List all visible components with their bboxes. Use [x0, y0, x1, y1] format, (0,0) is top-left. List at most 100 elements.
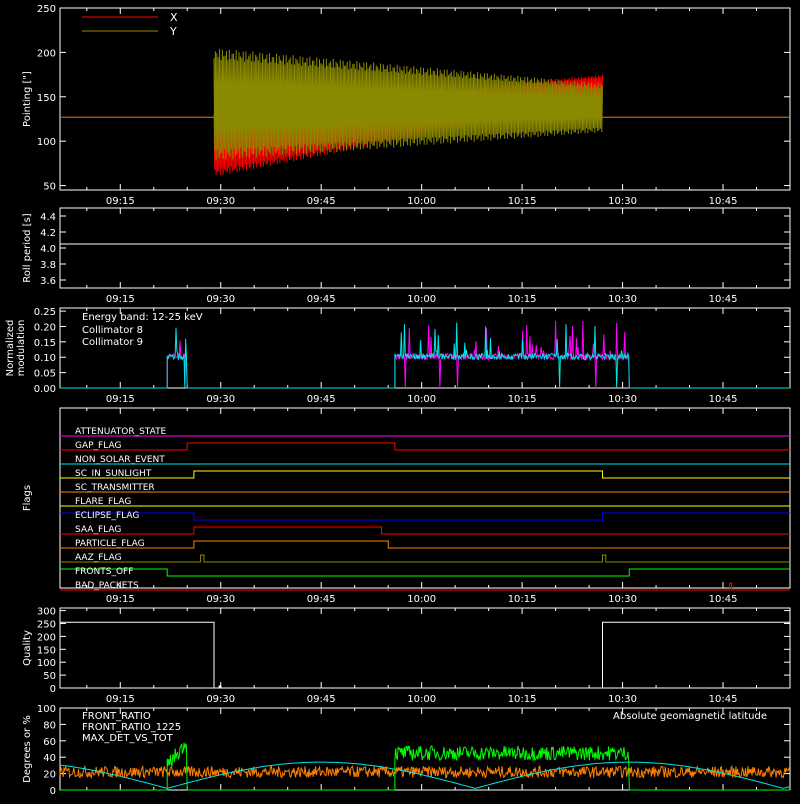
legend-label: FRONT_RATIO_1225 [82, 722, 181, 733]
y-tick-label: 40 [43, 753, 56, 764]
y-axis-label: Degrees or % [22, 715, 33, 783]
y-tick-label: 0.15 [34, 338, 56, 349]
legend-label: Y [169, 25, 177, 38]
y-axis-label: Normalized [5, 320, 16, 377]
legend-label: FRONT_RATIO [82, 711, 151, 722]
x-tick-label: 09:45 [307, 594, 336, 605]
x-tick-label: 09:30 [206, 394, 235, 405]
panel-frame [59, 707, 791, 791]
x-tick-label: 10:45 [709, 196, 738, 207]
flag-label: GAP_FLAG [75, 441, 121, 451]
y-tick-label: 100 [37, 704, 56, 715]
x-tick-label: 10:15 [508, 294, 537, 305]
x-tick-label: 10:30 [608, 196, 637, 207]
flag-line-eclipse-flag [60, 512, 790, 521]
flag-line-fronts-off [60, 568, 790, 577]
x-tick-label: 10:30 [608, 594, 637, 605]
y-tick-label: 3.6 [40, 276, 56, 287]
y-axis-label: modulation [16, 320, 27, 377]
quality-line [60, 621, 790, 689]
x-tick-label: 09:45 [307, 294, 336, 305]
y-tick-label: 4.0 [40, 244, 56, 255]
max-det-vs-tot-line [59, 764, 791, 780]
flag-label: BAD_PACKETS [75, 581, 139, 591]
x-tick-label: 09:30 [206, 196, 235, 207]
y-tick-label: 3.8 [40, 260, 56, 271]
legend-label: Collimator 8 [82, 325, 143, 336]
x-tick-label: 10:30 [608, 394, 637, 405]
x-tick-label: 09:15 [106, 294, 135, 305]
y-tick-label: 150 [37, 93, 56, 104]
panel-frame [59, 407, 791, 589]
x-tick-label: 10:00 [407, 294, 436, 305]
front-ratio-1225-line [60, 742, 790, 791]
y-tick-label: 0 [50, 684, 56, 695]
legend-label: Absolute geomagnetic latitude [613, 711, 767, 722]
energy-band-annotation: Energy band: 12-25 keV [82, 312, 203, 323]
x-tick-label: 10:45 [709, 694, 738, 705]
panel-frame [59, 607, 791, 689]
x-tick-label: 10:15 [508, 394, 537, 405]
y-tick-label: 100 [37, 137, 56, 148]
x-tick-label: 09:15 [106, 394, 135, 405]
quality-dot [218, 685, 222, 689]
x-tick-label: 09:30 [206, 594, 235, 605]
legend-label: Collimator 9 [82, 337, 143, 348]
x-tick-label: 10:00 [407, 594, 436, 605]
x-tick-label: 10:30 [608, 294, 637, 305]
x-tick-label: 10:15 [508, 594, 537, 605]
flag-label: FRONTS_OFF [75, 567, 133, 577]
x-tick-label: 09:15 [106, 694, 135, 705]
x-tick-label: 10:00 [407, 394, 436, 405]
y-tick-label: 0 [50, 786, 56, 797]
x-tick-label: 09:45 [307, 196, 336, 207]
x-tick-label: 09:15 [106, 196, 135, 207]
y-tick-label: 250 [37, 4, 56, 15]
y-tick-label: 0.00 [34, 384, 56, 395]
x-tick-label: 10:45 [709, 594, 738, 605]
y-tick-label: 100 [37, 658, 56, 669]
flag-label: FLARE_FLAG [75, 497, 131, 507]
y-tick-label: 50 [43, 182, 56, 193]
y-axis-label: Quality [22, 630, 33, 666]
legend-label: MAX_DET_VS_TOT [82, 733, 174, 744]
x-tick-label: 10:15 [508, 196, 537, 207]
flag-line-gap-flag [60, 442, 790, 451]
y-tick-label: 0.05 [34, 369, 56, 380]
modulation-collimator-8 [60, 322, 790, 389]
y-tick-label: 200 [37, 632, 56, 643]
legend-label: X [170, 11, 178, 24]
panel-frame [59, 207, 791, 289]
y-axis-label: Pointing ["] [22, 71, 33, 127]
flag-line-bad-packets [60, 582, 790, 591]
panel-frame [59, 7, 791, 191]
y-tick-label: 200 [37, 48, 56, 59]
x-tick-label: 09:45 [307, 694, 336, 705]
y-tick-label: 0.25 [34, 307, 56, 318]
y-tick-label: 4.4 [40, 212, 56, 223]
flag-label: SAA_FLAG [75, 525, 121, 535]
x-tick-label: 09:45 [307, 394, 336, 405]
flag-label: ATTENUATOR_STATE [75, 427, 167, 437]
flag-label: ECLIPSE_FLAG [75, 511, 139, 521]
x-tick-label: 10:45 [709, 294, 738, 305]
y-axis-label: Roll period [s] [22, 213, 33, 282]
x-tick-label: 10:15 [508, 694, 537, 705]
flag-label: AAZ_FLAG [75, 553, 122, 563]
y-tick-label: 80 [43, 720, 56, 731]
x-tick-label: 10:00 [407, 196, 436, 207]
x-tick-label: 09:30 [206, 294, 235, 305]
flag-line-sc-in-sunlight [60, 470, 790, 479]
y-tick-label: 60 [43, 737, 56, 748]
flag-line-particle-flag [60, 540, 790, 549]
x-tick-label: 10:00 [407, 694, 436, 705]
x-tick-label: 10:30 [608, 694, 637, 705]
y-tick-label: 150 [37, 645, 56, 656]
x-tick-label: 09:15 [106, 594, 135, 605]
flag-label: SC_IN_SUNLIGHT [75, 469, 152, 479]
y-tick-label: 250 [37, 619, 56, 630]
panel-frame [59, 307, 791, 389]
geomagnetic-latitude-line [59, 761, 791, 789]
